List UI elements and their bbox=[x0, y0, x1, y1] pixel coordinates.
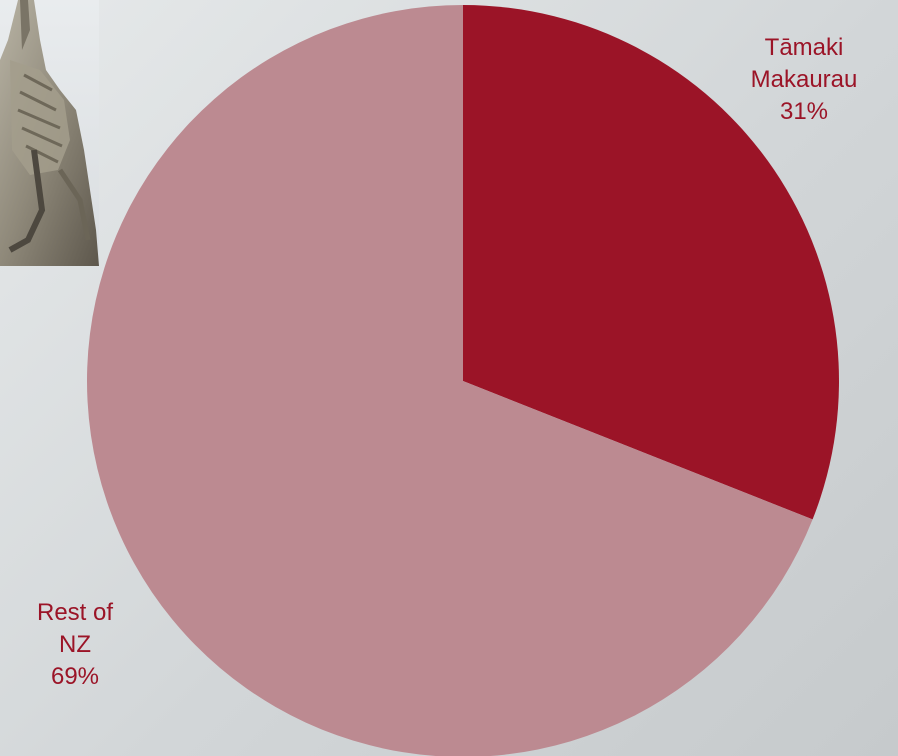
pie-slices bbox=[87, 5, 839, 756]
slice-percent-label-1: 31% bbox=[780, 98, 828, 125]
slice-label-1-line-2: Makaurau bbox=[751, 66, 858, 93]
slice-label-1-line-1: Tāmaki bbox=[765, 34, 844, 61]
slice-label-2-line-2: NZ bbox=[59, 631, 91, 658]
slice-percent-label-2: 69% bbox=[51, 663, 99, 690]
slice-label-2-line-1: Rest of bbox=[37, 599, 113, 626]
carved-statue-photo bbox=[0, 0, 99, 266]
pie-slice-1 bbox=[463, 5, 839, 520]
pie-slice-2 bbox=[87, 5, 813, 756]
pie-labels: Tāmaki Makaurau 31% Rest of NZ 69% bbox=[37, 34, 857, 690]
